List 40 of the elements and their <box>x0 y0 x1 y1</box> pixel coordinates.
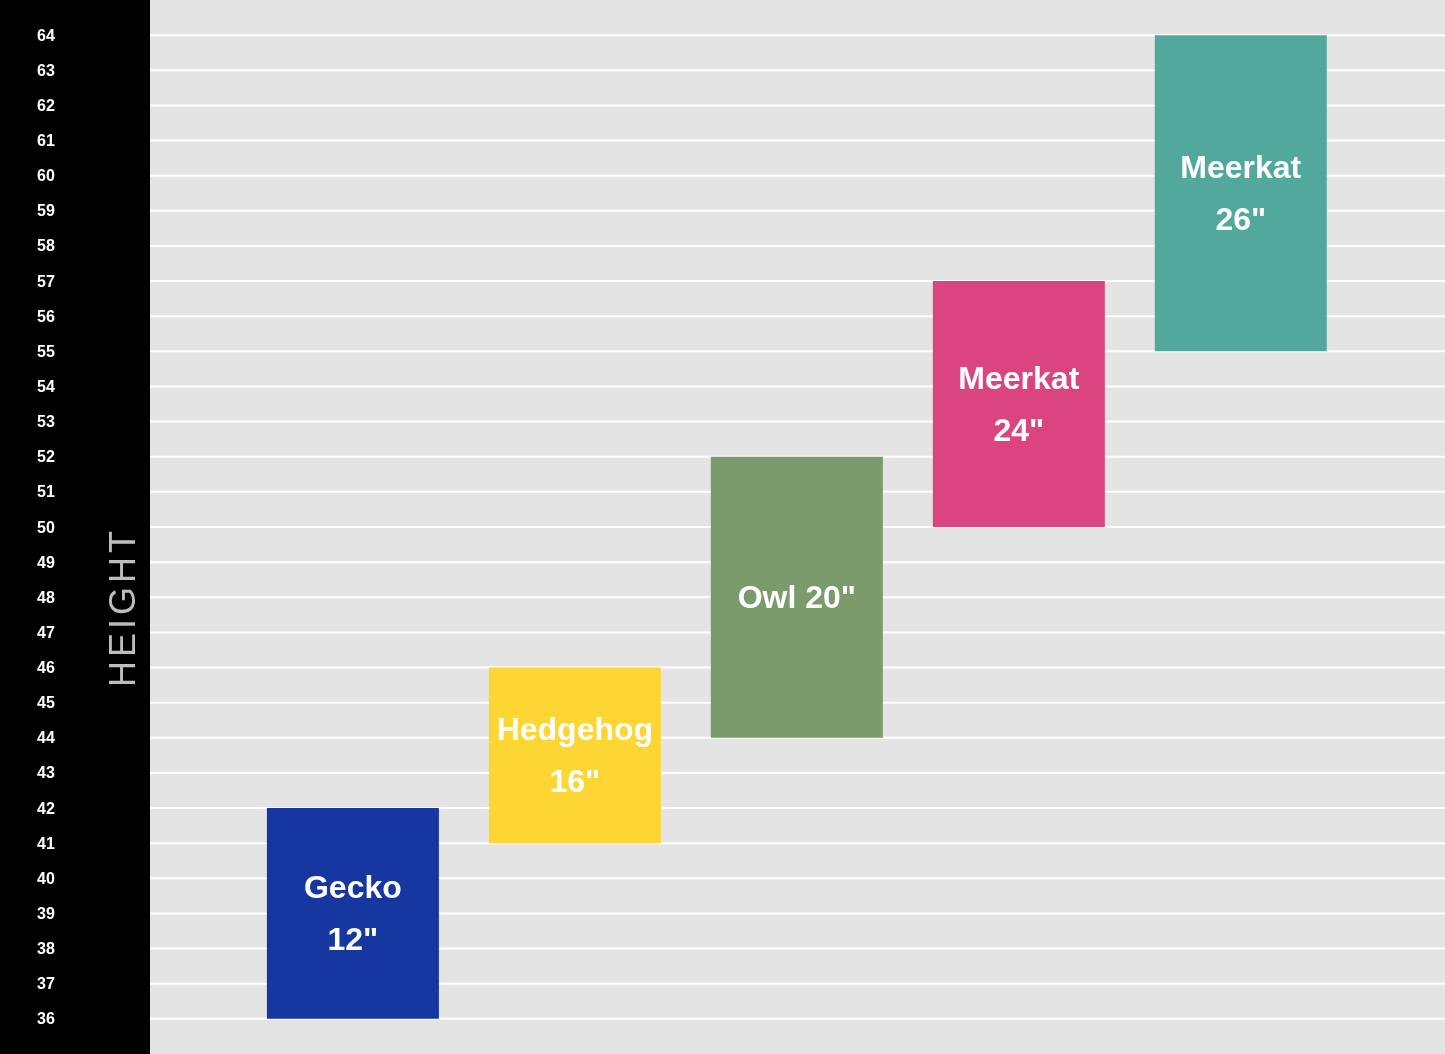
y-tick-label: 43 <box>37 764 55 782</box>
y-tick-label: 38 <box>37 940 55 958</box>
y-tick-label: 54 <box>37 377 55 395</box>
y-tick-label: 51 <box>37 483 55 501</box>
x-tick-label: Owl 20" <box>737 579 857 616</box>
y-tick-label: 48 <box>37 588 55 606</box>
y-tick-label: 64 <box>37 26 55 44</box>
y-tick-label: 42 <box>37 799 55 817</box>
x-tick-label: Hedgehog 16" <box>496 711 654 800</box>
bar <box>710 456 883 738</box>
y-tick-label: 36 <box>37 1010 55 1028</box>
y-tick-label: 39 <box>37 904 55 922</box>
y-tick-label: 40 <box>37 869 55 887</box>
y-tick-label: 50 <box>37 518 55 536</box>
y-tick-label: 57 <box>37 272 55 290</box>
y-tick-label: 37 <box>37 975 55 993</box>
y-axis-title: HEIGHT <box>101 527 143 688</box>
y-tick-label: 58 <box>37 237 55 255</box>
y-tick-label: 60 <box>37 167 55 185</box>
bar <box>488 667 661 844</box>
y-tick-label: 47 <box>37 623 55 641</box>
y-tick-label: 52 <box>37 448 55 466</box>
bar <box>932 281 1105 527</box>
bar <box>1154 35 1327 352</box>
y-tick-label: 45 <box>37 694 55 712</box>
y-tick-label: 41 <box>37 834 55 852</box>
x-tick-label: Meerkat 24" <box>958 360 1080 449</box>
y-tick-label: 61 <box>37 132 55 150</box>
y-tick-label: 56 <box>37 307 55 325</box>
bar <box>266 808 439 1019</box>
y-tick-label: 46 <box>37 659 55 677</box>
y-tick-label: 59 <box>37 202 55 220</box>
y-tick-label: 62 <box>37 96 55 114</box>
y-tick-label: 63 <box>37 61 55 79</box>
y-tick-label: 44 <box>37 729 55 747</box>
y-tick-label: 53 <box>37 413 55 431</box>
y-tick-label: 49 <box>37 553 55 571</box>
x-tick-label: Gecko 12" <box>303 869 402 958</box>
y-tick-label: 55 <box>37 342 55 360</box>
x-tick-label: Meerkat 26" <box>1180 149 1302 238</box>
